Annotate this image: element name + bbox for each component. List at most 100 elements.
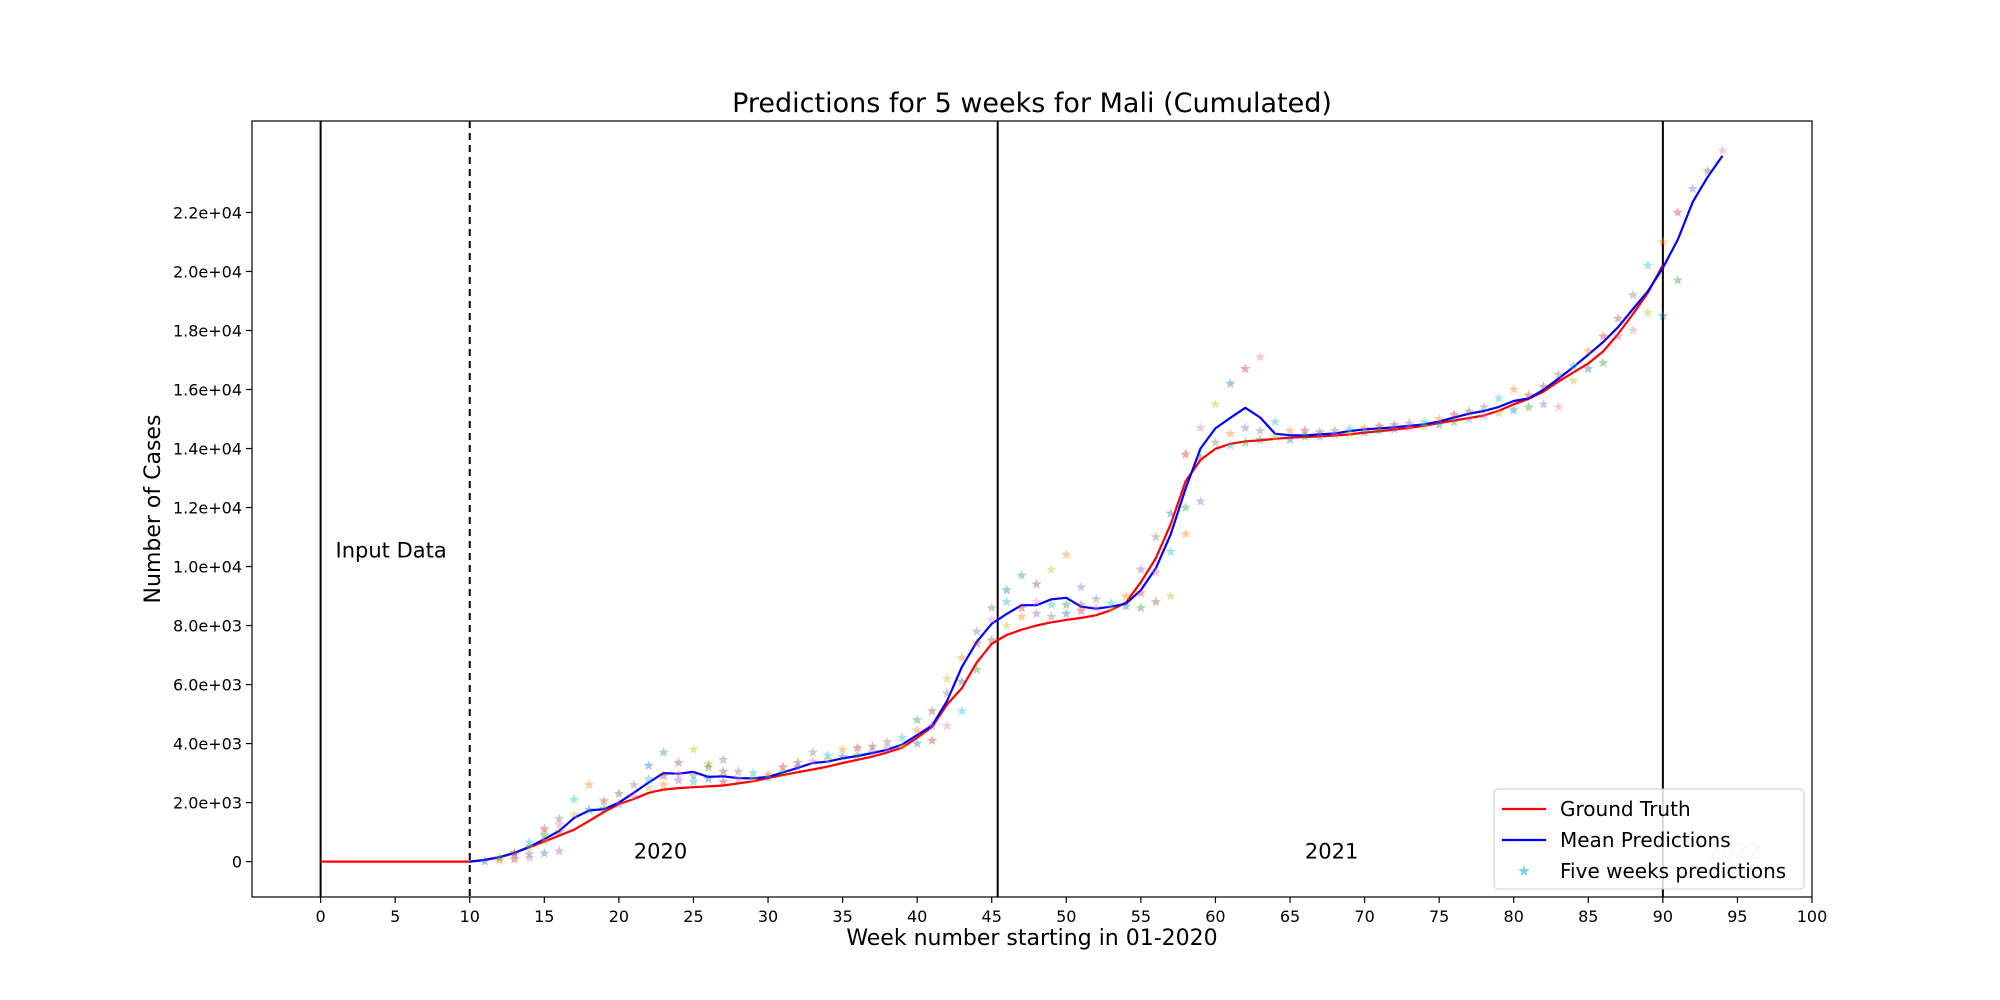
y-tick-label: 1.8e+04 (173, 321, 242, 340)
prediction-star (539, 847, 550, 858)
y-tick-label: 8.0e+03 (173, 617, 242, 636)
prediction-star (1061, 608, 1072, 619)
prediction-star (1329, 425, 1340, 436)
prediction-star (1284, 425, 1296, 436)
plot-frame (251, 120, 1813, 898)
prediction-star (956, 652, 968, 663)
prediction-star (1538, 398, 1549, 409)
prediction-star (941, 720, 953, 731)
x-tick-label: 30 (758, 907, 778, 926)
x-tick-label: 65 (1280, 907, 1300, 926)
prediction-star (1076, 581, 1087, 592)
prediction-star (673, 769, 684, 779)
prediction-star (1105, 597, 1117, 608)
prediction-star (1135, 564, 1147, 574)
prediction-star (941, 673, 953, 684)
prediction-star (1598, 357, 1609, 368)
prediction-star (1702, 165, 1713, 176)
prediction-star (524, 852, 535, 863)
prediction-star (1255, 351, 1266, 362)
prediction-star (1061, 599, 1072, 610)
prediction-star (1046, 611, 1057, 622)
prediction-star (1612, 330, 1624, 341)
prediction-star (941, 687, 953, 698)
prediction-star (986, 602, 997, 613)
x-tick-label: 15 (534, 907, 554, 926)
prediction-star (509, 849, 520, 860)
x-tick-label: 85 (1578, 907, 1598, 926)
series-five-weeks-predictions (479, 145, 1728, 866)
x-tick-label: 20 (609, 907, 629, 926)
x-tick-label: 100 (1797, 907, 1828, 926)
prediction-star (1583, 345, 1594, 356)
prediction-star (539, 823, 550, 834)
prediction-star (1210, 398, 1221, 409)
prediction-star (1568, 375, 1579, 386)
x-tick-label: 70 (1354, 907, 1374, 926)
prediction-star (1538, 381, 1549, 391)
annotation-1: 2020 (634, 840, 687, 864)
prediction-star (777, 761, 789, 772)
prediction-star (1150, 531, 1161, 542)
x-tick-label: 5 (390, 907, 400, 926)
prediction-star (1627, 325, 1639, 335)
prediction-star (1284, 434, 1296, 445)
prediction-star (1523, 389, 1534, 400)
prediction-star (1508, 384, 1519, 394)
prediction-star (613, 798, 625, 809)
prediction-star (1553, 401, 1564, 412)
prediction-star (718, 776, 729, 787)
prediction-star (1419, 420, 1430, 431)
prediction-star (524, 841, 535, 852)
prediction-star (1404, 422, 1415, 433)
prediction-star (568, 808, 580, 819)
prediction-star (658, 779, 669, 790)
prediction-star (1165, 546, 1176, 557)
prediction-star (1061, 549, 1072, 560)
prediction-star (1717, 145, 1728, 155)
prediction-star (986, 614, 997, 625)
prediction-star (703, 761, 714, 772)
prediction-star (1016, 602, 1027, 613)
prediction-star (1255, 434, 1266, 445)
x-tick-label: 35 (832, 907, 852, 926)
prediction-star (1314, 431, 1326, 442)
prediction-star (1642, 307, 1654, 318)
prediction-star (733, 773, 744, 784)
prediction-star (1359, 426, 1370, 437)
prediction-star (1508, 404, 1519, 415)
prediction-star (1180, 448, 1191, 459)
prediction-star (1463, 406, 1475, 417)
prediction-star (1329, 429, 1340, 440)
prediction-star (1269, 416, 1281, 427)
prediction-star (554, 819, 565, 830)
prediction-star (1299, 431, 1311, 442)
prediction-star (1090, 593, 1102, 604)
prediction-star (1657, 310, 1669, 321)
prediction-star (509, 853, 520, 864)
prediction-star (1657, 236, 1669, 247)
x-tick-label: 0 (316, 907, 326, 926)
x-tick-label: 40 (907, 907, 927, 926)
prediction-star (1672, 207, 1683, 217)
x-tick-label: 25 (683, 907, 703, 926)
prediction-star (494, 854, 505, 865)
x-tick-label: 10 (460, 907, 480, 926)
prediction-star (1389, 423, 1400, 434)
prediction-star (1344, 423, 1355, 434)
annotation-0: Input Data (336, 539, 447, 563)
y-axis: 0 2.0e+03 4.0e+03 6.0e+03 8.0e+03 1.0e+04 1.2e… (173, 203, 252, 872)
prediction-star (1195, 422, 1206, 433)
prediction-star (911, 724, 923, 735)
prediction-star (852, 742, 863, 753)
prediction-star (867, 746, 878, 757)
x-tick-label: 60 (1205, 907, 1225, 926)
prediction-star (1046, 564, 1057, 574)
prediction-star (1374, 420, 1385, 431)
prediction-star (643, 782, 654, 793)
y-tick-label: 2.0e+03 (173, 794, 242, 813)
prediction-star (1076, 599, 1087, 610)
prediction-star (703, 773, 714, 784)
prediction-star (882, 742, 893, 753)
